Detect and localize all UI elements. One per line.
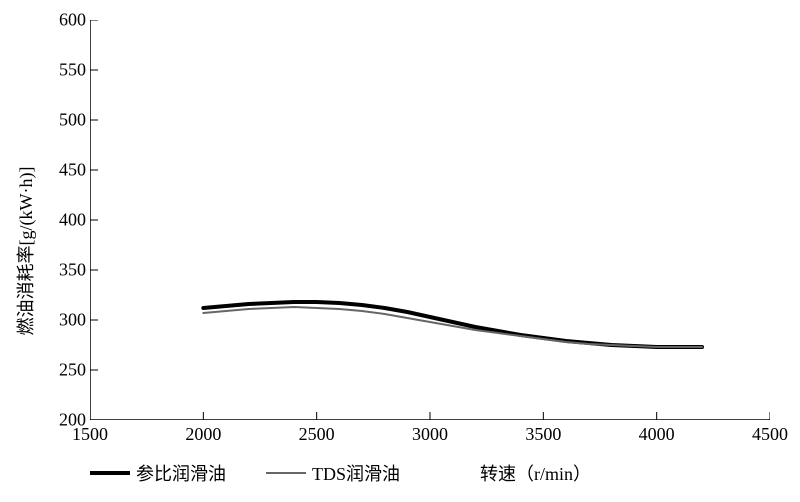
chart-container: 燃油消耗率[g/(kW·h)] 200250300350400450500550…	[0, 0, 800, 502]
legend-label-reference: 参比润滑油	[136, 460, 226, 486]
legend: 参比润滑油 TDS润滑油 转速（r/min）	[90, 458, 770, 488]
y-tick-label: 300	[40, 310, 86, 331]
y-tick-label: 400	[40, 210, 86, 231]
y-tick-label: 500	[40, 110, 86, 131]
legend-swatch-tds	[266, 472, 306, 474]
y-axis-label: 燃油消耗率[g/(kW·h)]	[12, 167, 38, 336]
legend-label-tds: TDS润滑油	[312, 460, 400, 486]
y-tick-label: 250	[40, 360, 86, 381]
y-tick-label: 450	[40, 160, 86, 181]
y-tick-label: 550	[40, 60, 86, 81]
x-tick-label: 1500	[72, 424, 108, 445]
y-tick-label: 350	[40, 260, 86, 281]
x-tick-label: 3000	[412, 424, 448, 445]
x-tick-label: 3500	[525, 424, 561, 445]
y-axis-ticks: 200250300350400450500550600	[40, 20, 86, 420]
legend-item-tds: TDS润滑油	[266, 460, 400, 486]
legend-swatch-reference	[90, 471, 130, 475]
x-tick-label: 2500	[299, 424, 335, 445]
x-tick-label: 2000	[185, 424, 221, 445]
plot-area	[90, 20, 770, 420]
x-tick-label: 4000	[639, 424, 675, 445]
x-axis-ticks: 1500200025003000350040004500	[90, 424, 770, 448]
y-tick-label: 600	[40, 10, 86, 31]
x-tick-label: 4500	[752, 424, 788, 445]
legend-item-reference: 参比润滑油	[90, 460, 226, 486]
x-axis-label: 转速（r/min）	[480, 460, 591, 486]
